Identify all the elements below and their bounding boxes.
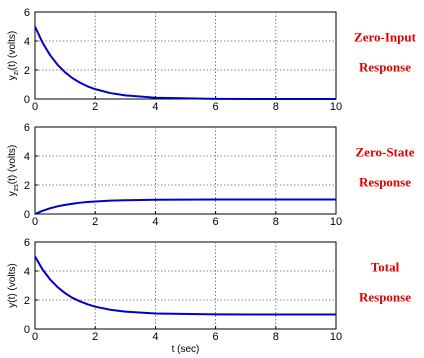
x-tick-label: 4	[152, 216, 158, 228]
plot-area	[34, 126, 337, 215]
y-axis-label: yzs(t) (volts)	[7, 145, 20, 196]
y-axis-label-main: y	[7, 191, 18, 196]
x-tick-label: 4	[152, 331, 158, 343]
x-tick-label: 2	[92, 101, 98, 113]
series-line	[34, 198, 336, 215]
x-tick-label: 6	[213, 331, 219, 343]
plot-area	[34, 11, 337, 100]
x-tick-label: 0	[32, 101, 38, 113]
y-tick-label: 2	[24, 65, 30, 77]
x-tick-label: 2	[92, 331, 98, 343]
x-tick-label: 2	[92, 216, 98, 228]
x-tick-label: 8	[273, 216, 279, 228]
x-tick-label: 6	[213, 216, 219, 228]
y-tick-label: 6	[24, 237, 30, 249]
y-tick-label: 6	[24, 7, 30, 19]
y-axis-label: y(t) (volts)	[7, 263, 18, 307]
y-tick-label: 4	[24, 36, 30, 48]
y-tick-label: 0	[24, 324, 30, 336]
y-tick-label: 2	[24, 180, 30, 192]
y-axis-label-rest: (t) (volts)	[7, 31, 18, 70]
series-line	[34, 255, 336, 316]
y-tick-label: 2	[24, 295, 30, 307]
series-line	[34, 26, 336, 100]
y-axis-label-sub: zi	[13, 70, 20, 76]
y-axis-label-rest: (t) (volts)	[7, 145, 18, 184]
x-tick-label: 10	[330, 101, 342, 113]
x-tick-label: 0	[32, 216, 38, 228]
y-tick-label: 4	[24, 151, 30, 163]
side-label-1-1: Zero-Input	[354, 30, 417, 45]
side-label-3-2: Response	[359, 290, 411, 305]
x-tick-label: 10	[330, 216, 342, 228]
y-axis-label-main: y(t) (volts)	[7, 263, 18, 307]
y-tick-label: 6	[24, 122, 30, 134]
chart-panel-1: 0 2 4 6 8 10 0 2 4 6 yzi(t) (volts)	[7, 7, 342, 113]
side-label-2-2: Response	[359, 175, 411, 190]
chart-panel-3: 0 2 4 6 8 10 0 2 4 6 y(t) (volts)	[7, 237, 342, 343]
y-tick-label: 0	[24, 94, 30, 106]
chart-panel-2: 0 2 4 6 8 10 0 2 4 6 yzs(t) (volts)	[7, 122, 342, 228]
y-axis-label-sub: zs	[13, 184, 20, 192]
side-label-3-1: Total	[371, 260, 400, 275]
plot-area	[34, 241, 337, 330]
x-tick-label: 8	[273, 101, 279, 113]
side-label-2-1: Zero-State	[356, 145, 415, 160]
side-label-1-2: Response	[359, 60, 411, 75]
y-axis-label: yzi(t) (volts)	[7, 31, 20, 81]
x-tick-label: 4	[152, 101, 158, 113]
x-tick-label: 0	[32, 331, 38, 343]
x-tick-label: 10	[330, 331, 342, 343]
x-tick-label: 6	[213, 101, 219, 113]
y-axis-label-main: y	[7, 75, 18, 80]
y-tick-label: 0	[24, 209, 30, 221]
x-tick-label: 8	[273, 331, 279, 343]
x-axis-label: t (sec)	[172, 344, 200, 355]
y-tick-label: 4	[24, 266, 30, 278]
